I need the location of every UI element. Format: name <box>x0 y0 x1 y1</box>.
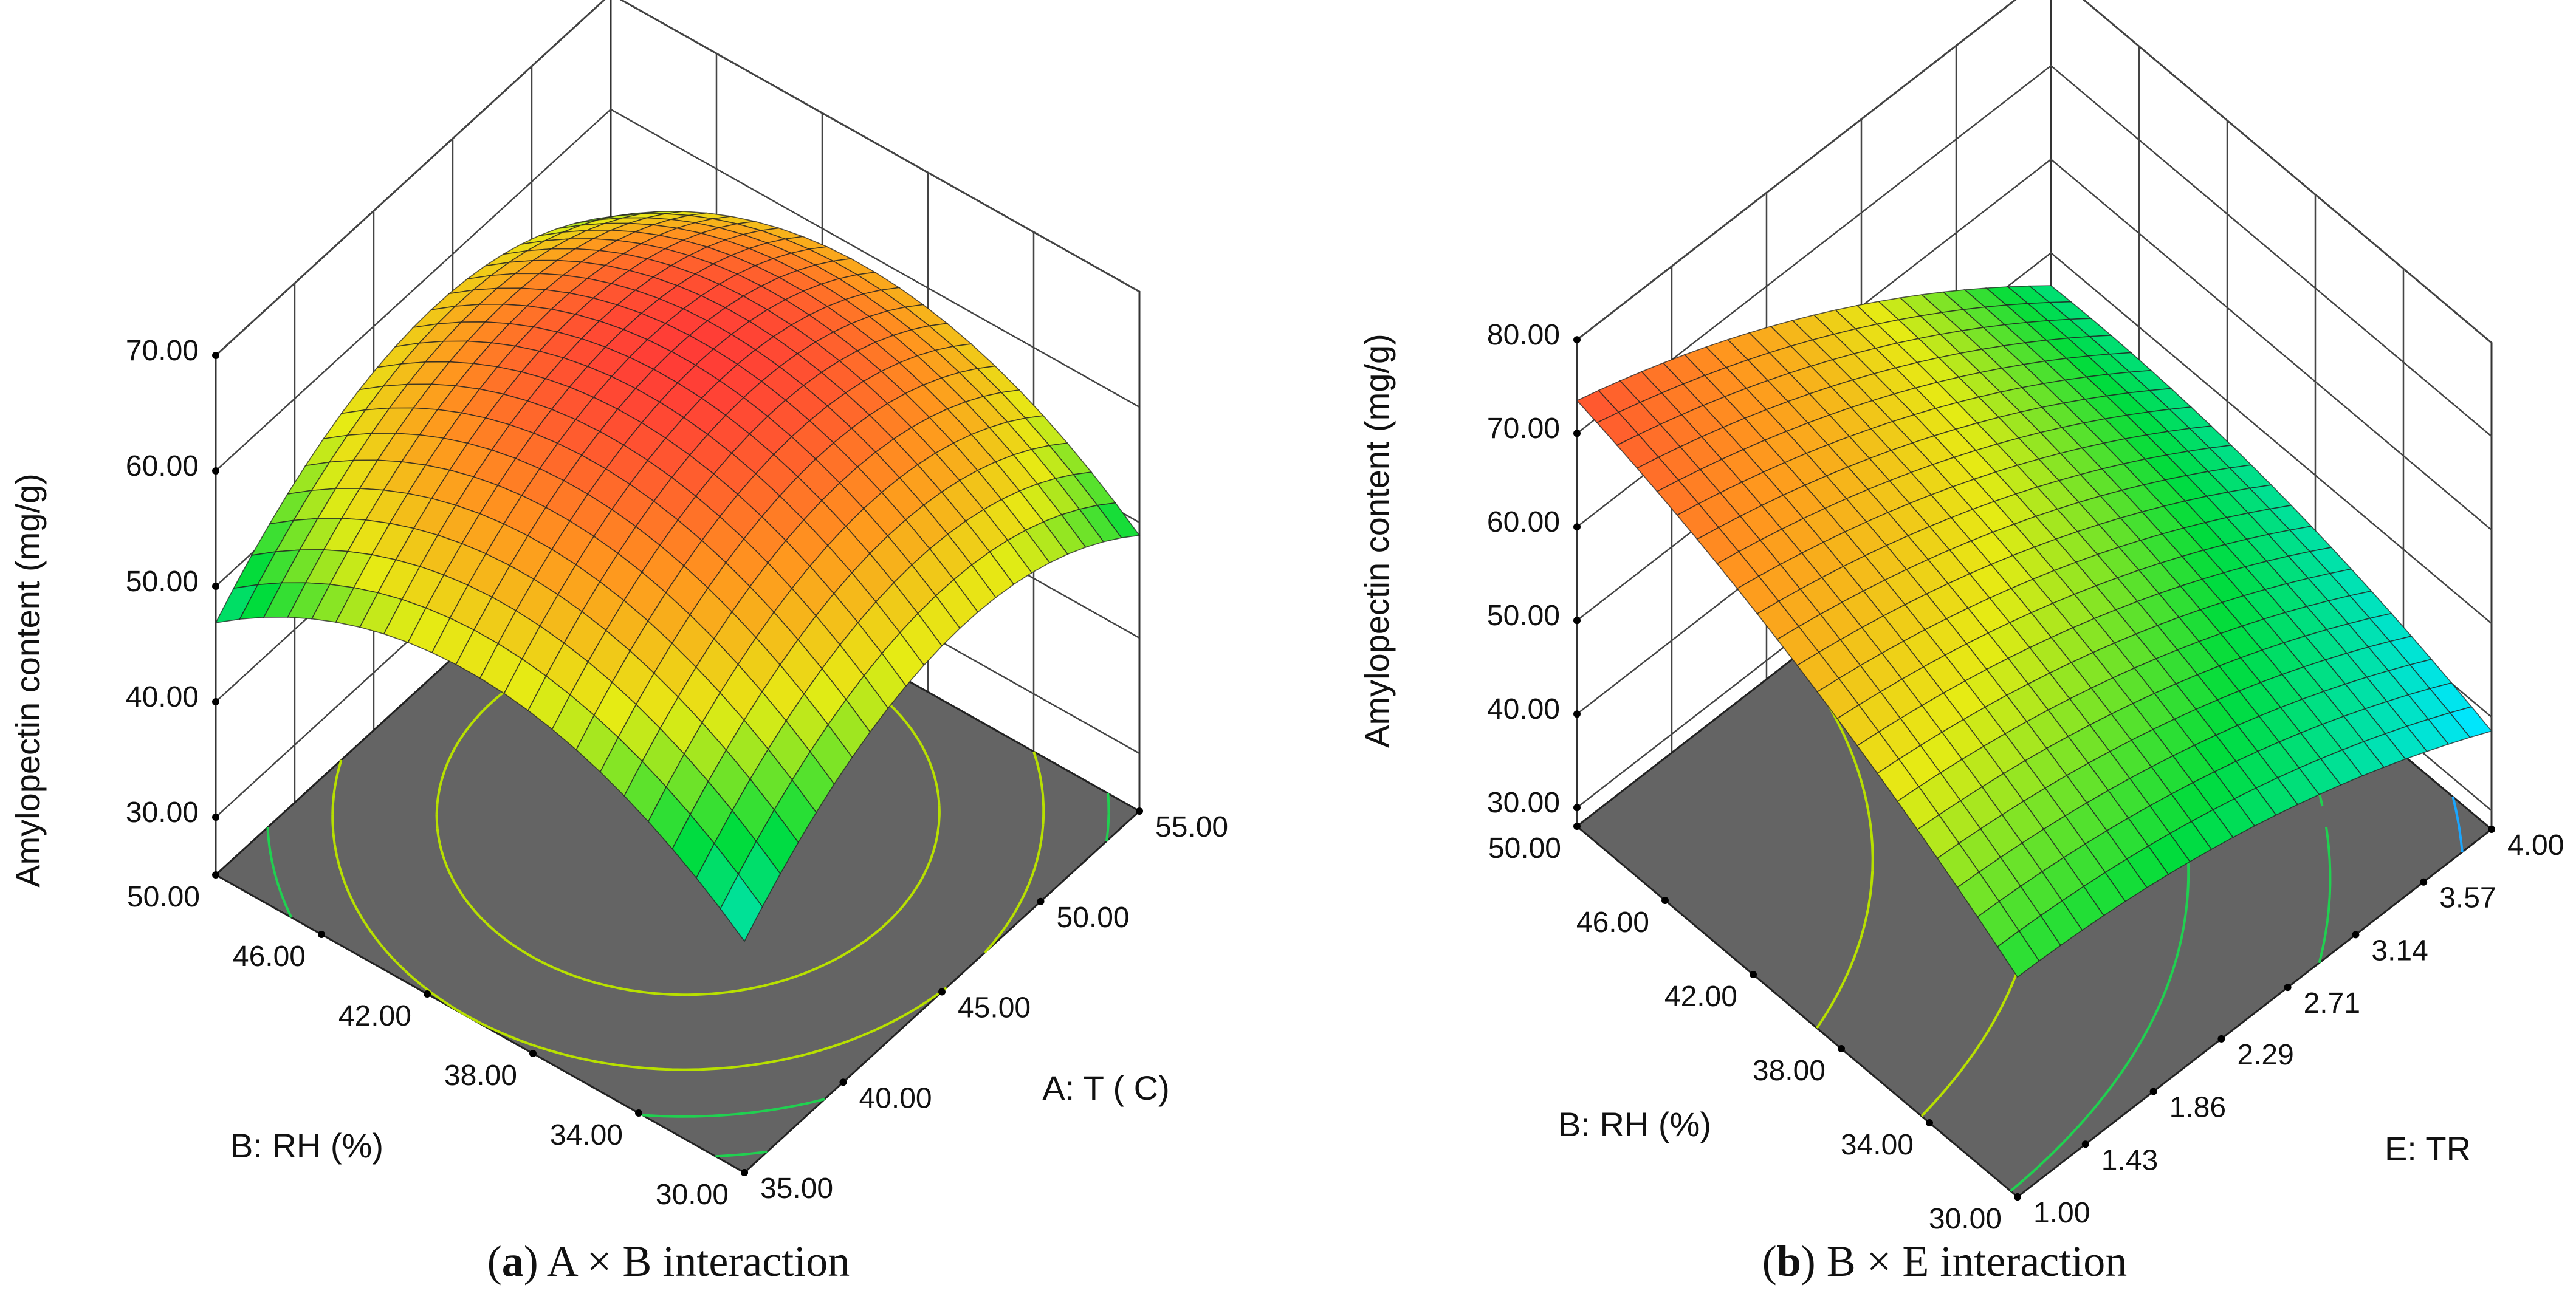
surface-patch <box>720 873 763 942</box>
x-tick-dot <box>2352 931 2360 939</box>
z-tick-label: 30.00 <box>126 797 199 829</box>
y-tick-dot <box>1661 897 1669 904</box>
z-tick-label: 50.00 <box>126 566 199 598</box>
panel-a-caption: (a) A × B interaction <box>487 1237 850 1286</box>
x-tick-label: 1.43 <box>2101 1144 2158 1176</box>
y-axis-label: B: RH (%) <box>230 1126 383 1165</box>
z-tick-dot <box>1573 804 1581 812</box>
panel-b-caption: (b) B × E interaction <box>1762 1237 2128 1286</box>
z-tick-label: 30.00 <box>1487 787 1560 819</box>
y-tick-dot <box>212 871 219 879</box>
x-tick-label: 40.00 <box>859 1082 932 1114</box>
x-tick-dot <box>2081 1140 2089 1148</box>
x-tick-dot <box>2420 878 2428 886</box>
z-tick-dot <box>212 583 219 590</box>
z-tick-label: 60.00 <box>126 450 199 482</box>
y-tick-label: 46.00 <box>1576 906 1649 939</box>
grid-line <box>215 108 1140 471</box>
panel-a-surface-plot: 30.00 40.00 50.00 60.00 70.00 30.00 34.00 38.00… <box>9 0 1228 1211</box>
surface-patch <box>1996 930 2040 978</box>
y-tick-label: 50.00 <box>1488 832 1561 865</box>
x-tick-dot <box>741 1169 748 1176</box>
contour-line <box>266 515 1110 1118</box>
x-tick-label: 35.00 <box>760 1173 833 1205</box>
z-tick-dot <box>1573 523 1581 531</box>
y-tick-dot <box>1750 971 1757 978</box>
x-tick-dot <box>2488 826 2495 833</box>
z-tick-label: 60.00 <box>1487 506 1560 538</box>
z-tick-label: 70.00 <box>126 335 199 367</box>
y-tick-dot <box>1838 1045 1845 1052</box>
z-axis-label: Amylopectin content (mg/g) <box>9 473 47 888</box>
x-tick-label: 4.00 <box>2507 829 2564 862</box>
grid-line <box>1576 64 2492 437</box>
x-tick-label: 45.00 <box>958 992 1031 1024</box>
y-tick-label: 38.00 <box>1753 1055 1826 1087</box>
x-tick-label: 1.86 <box>2169 1092 2226 1124</box>
y-tick-dot <box>529 1050 537 1057</box>
y-tick-label: 42.00 <box>338 1000 411 1032</box>
y-tick-label: 46.00 <box>233 941 306 973</box>
x-tick-dot <box>1037 897 1045 905</box>
z-tick-label: 80.00 <box>1487 319 1560 351</box>
y-tick-label: 30.00 <box>656 1179 729 1211</box>
x-tick-label: 2.29 <box>2237 1039 2293 1071</box>
z-tick-dot <box>1573 430 1581 437</box>
x-tick-dot <box>1136 807 1143 815</box>
y-tick-label: 30.00 <box>1929 1203 2002 1235</box>
y-tick-label: 50.00 <box>127 881 200 913</box>
z-tick-dot <box>212 467 219 475</box>
z-tick-label: 50.00 <box>1487 600 1560 632</box>
z-tick-label: 40.00 <box>126 681 199 713</box>
x-tick-label: 50.00 <box>1057 902 1130 934</box>
y-tick-label: 34.00 <box>1841 1129 1914 1161</box>
contour-line <box>2451 797 2464 852</box>
y-tick-dot <box>424 990 431 998</box>
grid-line <box>1576 0 2492 344</box>
x-tick-label: 3.14 <box>2371 934 2428 967</box>
grid-line <box>215 0 1140 356</box>
x-tick-dot <box>2149 1088 2157 1095</box>
y-tick-label: 38.00 <box>444 1060 517 1092</box>
z-tick-dot <box>212 698 219 705</box>
y-tick-dot <box>318 931 325 938</box>
z-tick-dot <box>1573 336 1581 344</box>
x-axis-label: A: T ( C) <box>1042 1069 1170 1107</box>
z-tick-dot <box>212 814 219 821</box>
x-axis-label: E: TR <box>2385 1129 2471 1168</box>
z-tick-label: 40.00 <box>1487 693 1560 725</box>
x-tick-dot <box>2014 1193 2021 1201</box>
y-tick-label: 34.00 <box>550 1119 623 1151</box>
x-tick-label: 3.57 <box>2439 882 2496 914</box>
z-tick-dot <box>1573 617 1581 625</box>
x-tick-dot <box>2284 984 2292 992</box>
x-tick-label: 2.71 <box>2304 987 2360 1019</box>
y-axis-label: B: RH (%) <box>1558 1105 1711 1143</box>
z-axis-label: Amylopectin content (mg/g) <box>1358 334 1396 748</box>
z-tick-dot <box>1573 710 1581 718</box>
x-tick-dot <box>839 1078 847 1086</box>
y-tick-dot <box>1926 1119 1933 1126</box>
x-tick-label: 55.00 <box>1155 811 1228 843</box>
x-tick-dot <box>2217 1035 2225 1043</box>
panel-b-surface-plot: 30.00 40.00 50.00 60.00 70.00 80.00 30.00 34.00… <box>1358 0 2564 1235</box>
x-tick-label: 1.00 <box>2033 1197 2090 1229</box>
y-tick-dot <box>1573 823 1581 830</box>
x-tick-dot <box>938 988 946 996</box>
z-tick-dot <box>212 352 219 359</box>
z-tick-label: 70.00 <box>1487 413 1560 445</box>
y-tick-dot <box>635 1109 642 1117</box>
y-tick-label: 42.00 <box>1664 981 1737 1013</box>
